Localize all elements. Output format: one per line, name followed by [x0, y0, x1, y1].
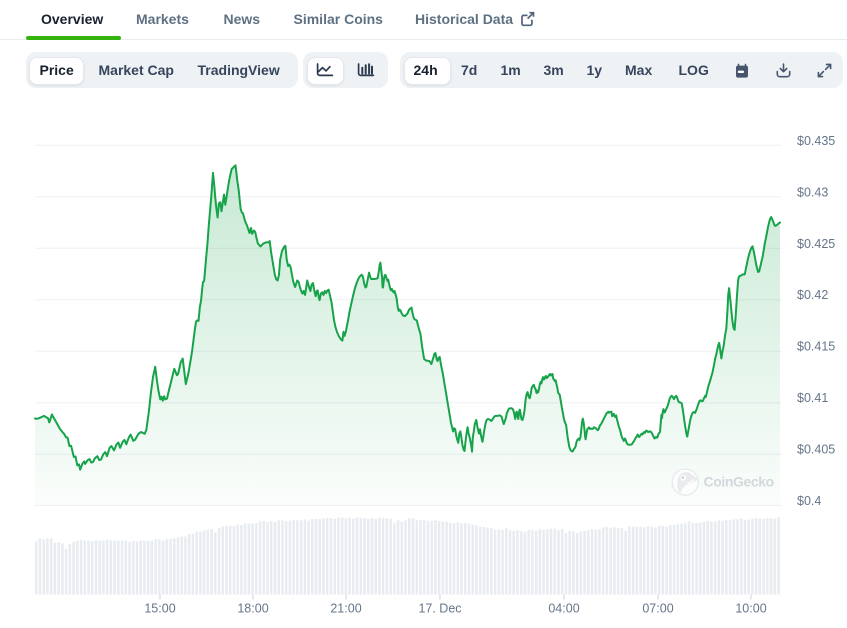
svg-text:$0.41: $0.41	[797, 391, 828, 405]
svg-text:18:00: 18:00	[237, 602, 268, 616]
svg-text:04:00: 04:00	[548, 602, 579, 616]
svg-text:17. Dec: 17. Dec	[418, 602, 461, 616]
svg-text:07:00: 07:00	[642, 602, 673, 616]
svg-text:$0.43: $0.43	[797, 185, 828, 199]
svg-text:15:00: 15:00	[144, 602, 175, 616]
svg-text:$0.42: $0.42	[797, 288, 828, 302]
svg-text:$0.4: $0.4	[797, 494, 821, 508]
svg-text:$0.415: $0.415	[797, 340, 835, 354]
svg-text:$0.405: $0.405	[797, 443, 835, 457]
svg-text:CoinGecko: CoinGecko	[704, 474, 774, 490]
svg-text:$0.435: $0.435	[797, 134, 835, 148]
svg-text:10:00: 10:00	[735, 602, 766, 616]
svg-text:21:00: 21:00	[330, 602, 361, 616]
svg-text:$0.425: $0.425	[797, 237, 835, 251]
